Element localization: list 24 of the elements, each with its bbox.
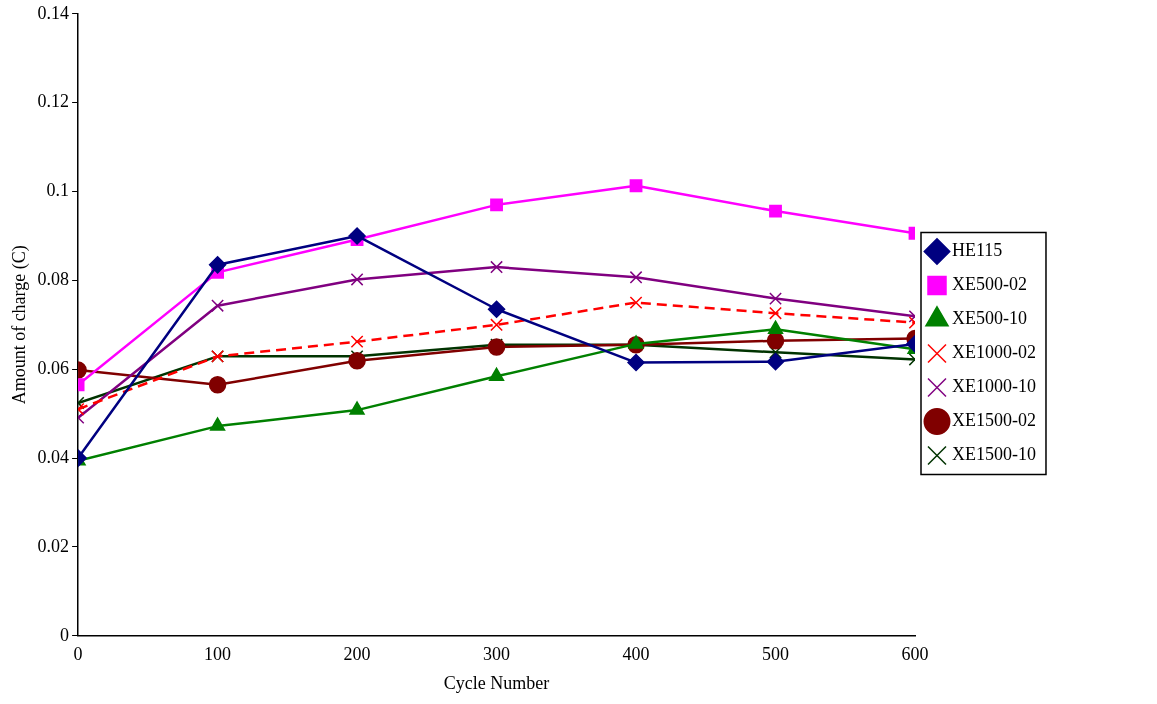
legend-label: XE1500-02: [952, 410, 1036, 431]
y-tick-label: 0.04: [37, 446, 70, 467]
y-tick-label: 0.08: [37, 269, 70, 290]
legend-label: XE500-10: [952, 308, 1027, 329]
y-tick-label: 0.12: [37, 91, 70, 112]
x-tick-label: 300: [483, 644, 511, 665]
x-tick-label: 400: [622, 644, 650, 665]
x-tick-label: 100: [204, 644, 232, 665]
legend-label: XE1500-10: [952, 444, 1036, 465]
legend-label: XE1000-02: [952, 342, 1036, 363]
legend-label: XE500-02: [952, 274, 1027, 295]
y-tick-label: 0.14: [37, 2, 70, 23]
y-tick-label: 0.1: [46, 180, 70, 201]
y-tick-label: 0.02: [37, 535, 70, 556]
legend-label: HE115: [952, 240, 1003, 261]
y-axis-title: Amount of charge (C): [8, 245, 30, 405]
x-tick-label: 200: [343, 644, 371, 665]
y-tick-label: 0.06: [37, 357, 70, 378]
x-tick-label: 600: [901, 644, 929, 665]
x-tick-label: 500: [762, 644, 790, 665]
x-axis-title: Cycle Number: [443, 672, 550, 693]
legend-label: XE1000-10: [952, 376, 1036, 397]
y-tick-label: 0: [60, 624, 70, 645]
x-tick-label: 0: [73, 644, 83, 665]
